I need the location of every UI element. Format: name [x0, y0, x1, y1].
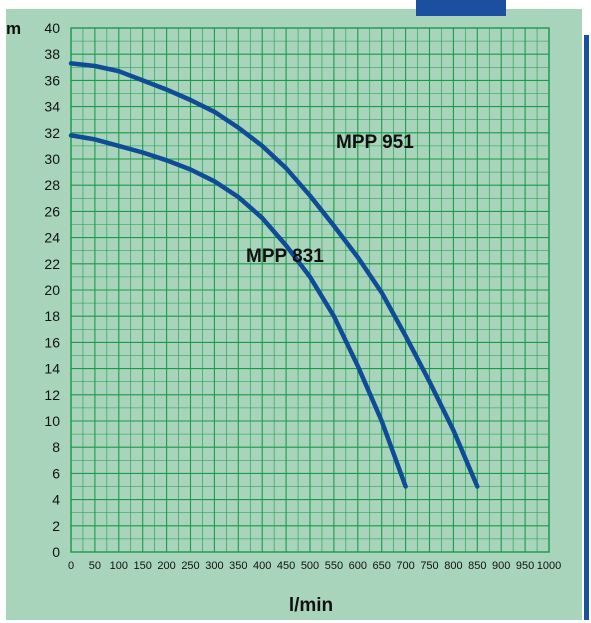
x-tick-label: 550	[325, 560, 343, 572]
x-tick-label: 300	[205, 560, 223, 572]
x-tick-label: 500	[301, 560, 319, 572]
x-axis-label: l/min	[289, 595, 333, 616]
x-tick-label: 650	[373, 560, 391, 572]
x-tick-label: 250	[181, 560, 199, 572]
y-tick-label: 16	[44, 334, 60, 350]
series-line-mpp-831	[68, 133, 408, 489]
x-tick-label: 600	[349, 560, 367, 572]
y-tick-label: 28	[44, 177, 60, 193]
x-tick-label: 200	[157, 560, 175, 572]
x-tick-label: 450	[277, 560, 295, 572]
series-label-mpp-951: MPP 951	[336, 132, 414, 153]
y-tick-label: 24	[44, 230, 60, 246]
x-tick-label: 350	[229, 560, 247, 572]
x-tick-label: 850	[468, 560, 486, 572]
series-line-mpp-951	[68, 61, 480, 489]
y-tick-label: 18	[44, 308, 60, 324]
x-tick-label: 50	[89, 560, 101, 572]
y-tick-label: 4	[52, 492, 60, 508]
x-tick-label: 750	[420, 560, 438, 572]
y-tick-label: 30	[44, 151, 60, 167]
y-tick-label: 40	[44, 20, 60, 36]
x-tick-label: 400	[253, 560, 271, 572]
y-tick-label: 20	[44, 282, 60, 298]
y-tick-label: 14	[44, 361, 60, 377]
grid	[70, 27, 550, 553]
y-tick-label: 6	[52, 465, 60, 481]
x-tick-label: 900	[492, 560, 510, 572]
curves	[68, 61, 480, 489]
x-tick-label: 950	[516, 560, 534, 572]
y-tick-label: 36	[44, 72, 60, 88]
x-tick-label: 100	[110, 560, 128, 572]
header-tab	[416, 0, 506, 16]
y-tick-label: 22	[44, 256, 60, 272]
x-tick-label: 800	[444, 560, 462, 572]
series-label-mpp-831: MPP 831	[246, 246, 324, 267]
y-tick-label: 12	[44, 387, 60, 403]
x-tick-label: 0	[68, 560, 74, 572]
y-tick-label: 10	[44, 413, 60, 429]
y-tick-label: 26	[44, 203, 60, 219]
x-tick-label: 700	[396, 560, 414, 572]
y-tick-label: 8	[52, 439, 60, 455]
x-tick-label: 1000	[537, 560, 561, 572]
x-tick-label: 150	[134, 560, 152, 572]
plot-border	[70, 27, 550, 553]
y-tick-label: 2	[52, 518, 60, 534]
y-unit-label: m	[6, 19, 21, 38]
y-tick-label: 38	[44, 46, 60, 62]
y-tick-label: 34	[44, 99, 60, 115]
right-accent-bar	[584, 35, 589, 620]
y-tick-label: 0	[52, 544, 60, 560]
chart-panel	[6, 9, 582, 620]
y-tick-label: 32	[44, 125, 60, 141]
